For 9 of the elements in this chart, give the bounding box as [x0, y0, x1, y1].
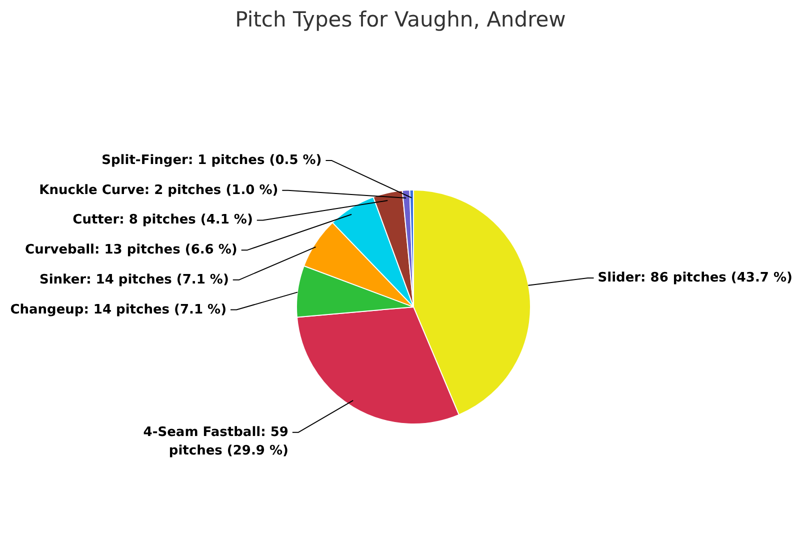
- slice-label: Changeup: 14 pitches (7.1 %): [10, 302, 227, 318]
- chart-title: Pitch Types for Vaughn, Andrew: [235, 8, 566, 32]
- slice-label: Sinker: 14 pitches (7.1 %): [39, 272, 229, 288]
- slice-label: Slider: 86 pitches (43.7 %): [598, 270, 792, 286]
- slice-label: 4-Seam Fastball: 59 pitches (29.9 %): [143, 424, 288, 459]
- slice-label: Curveball: 13 pitches (6.6 %): [25, 242, 238, 258]
- slice-label: Cutter: 8 pitches (4.1 %): [72, 212, 253, 228]
- slice-label: Knuckle Curve: 2 pitches (1.0 %): [39, 182, 278, 198]
- slice-label: Split-Finger: 1 pitches (0.5 %): [102, 153, 322, 168]
